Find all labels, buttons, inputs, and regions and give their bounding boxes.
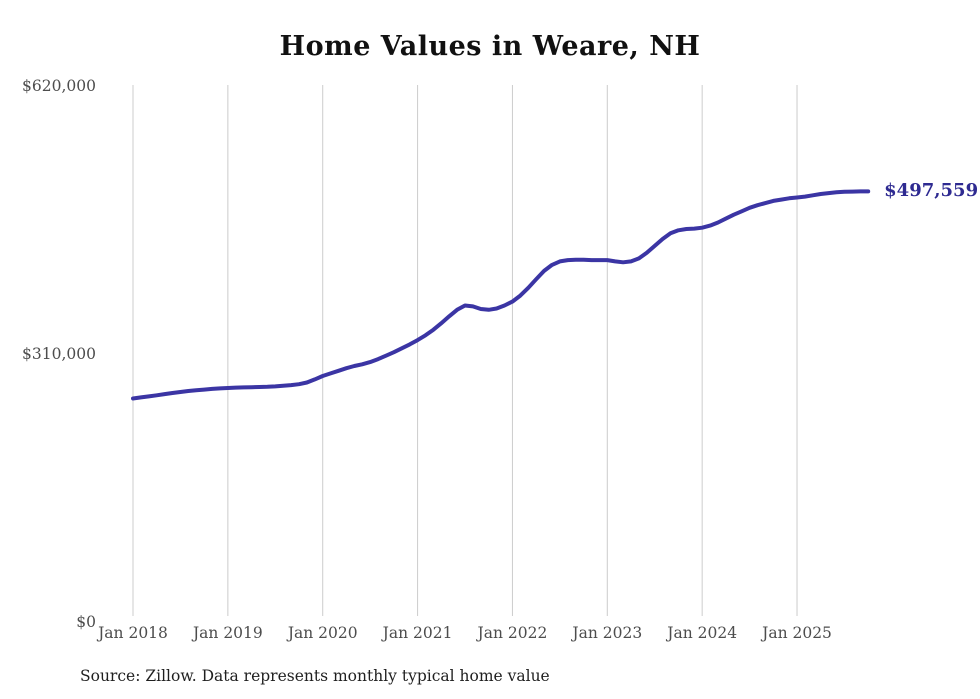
- chart-title: Home Values in Weare, NH: [279, 31, 701, 62]
- x-tick-jan-2023: Jan 2023: [572, 624, 643, 642]
- latest-value-label: $497,559: [884, 180, 979, 202]
- y-tick-310000: $310,000: [22, 344, 96, 363]
- source-note: Source: Zillow. Data represents monthly …: [80, 667, 550, 685]
- y-tick-620000: $620,000: [22, 76, 96, 95]
- y-tick-0: $0: [76, 612, 96, 631]
- x-tick-jan-2020: Jan 2020: [287, 624, 358, 642]
- x-tick-jan-2021: Jan 2021: [382, 624, 453, 642]
- year-gridlines: [132, 85, 798, 616]
- x-tick-jan-2018: Jan 2018: [98, 624, 168, 642]
- x-tick-jan-2019: Jan 2019: [192, 624, 263, 642]
- x-tick-jan-2022: Jan 2022: [477, 624, 548, 642]
- x-tick-jan-2024: Jan 2024: [667, 624, 738, 642]
- x-tick-jan-2025: Jan 2025: [762, 624, 832, 642]
- home-value-line: [131, 189, 871, 401]
